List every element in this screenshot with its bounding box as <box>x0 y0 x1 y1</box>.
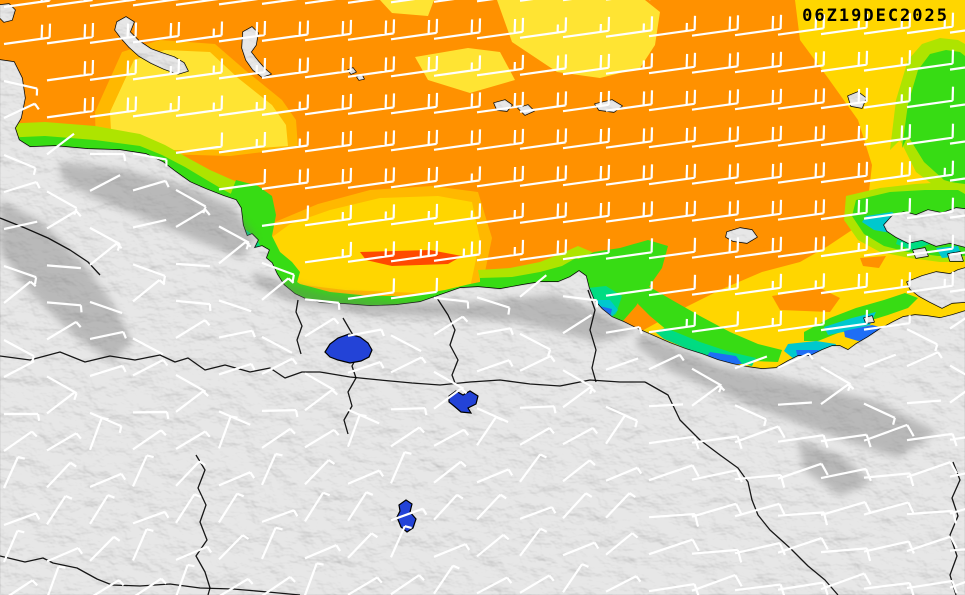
region-orange-patch-2 <box>772 288 840 312</box>
region-yellow-top-center <box>497 0 660 78</box>
region-cyan-cariaco <box>824 312 876 335</box>
region-yellow-nw <box>110 50 288 150</box>
region-green-east-coast <box>638 286 782 362</box>
lakes-layer <box>324 333 479 533</box>
region-yellow-field-east <box>640 0 965 400</box>
region-yellow-top-small <box>380 0 434 16</box>
border-line-9 <box>949 461 961 595</box>
region-green-east-tongue <box>902 50 965 186</box>
camatagua-reservoir <box>448 390 479 414</box>
lake-valencia <box>324 333 373 364</box>
forecast-timestamp-label: 06Z19DEC2025 <box>802 6 949 26</box>
region-green-cape <box>230 180 300 286</box>
border-line-2 <box>644 381 839 595</box>
guarico-reservoir <box>396 499 417 533</box>
border-line-3 <box>587 289 597 383</box>
region-orange-patch-3 <box>860 256 886 268</box>
border-line-1 <box>0 351 645 387</box>
mountain-shading-layer <box>0 162 938 496</box>
terrain-hillshade-layer <box>0 4 965 595</box>
border-line-7 <box>195 454 211 595</box>
border-line-4 <box>436 297 459 384</box>
border-line-10 <box>295 299 303 355</box>
